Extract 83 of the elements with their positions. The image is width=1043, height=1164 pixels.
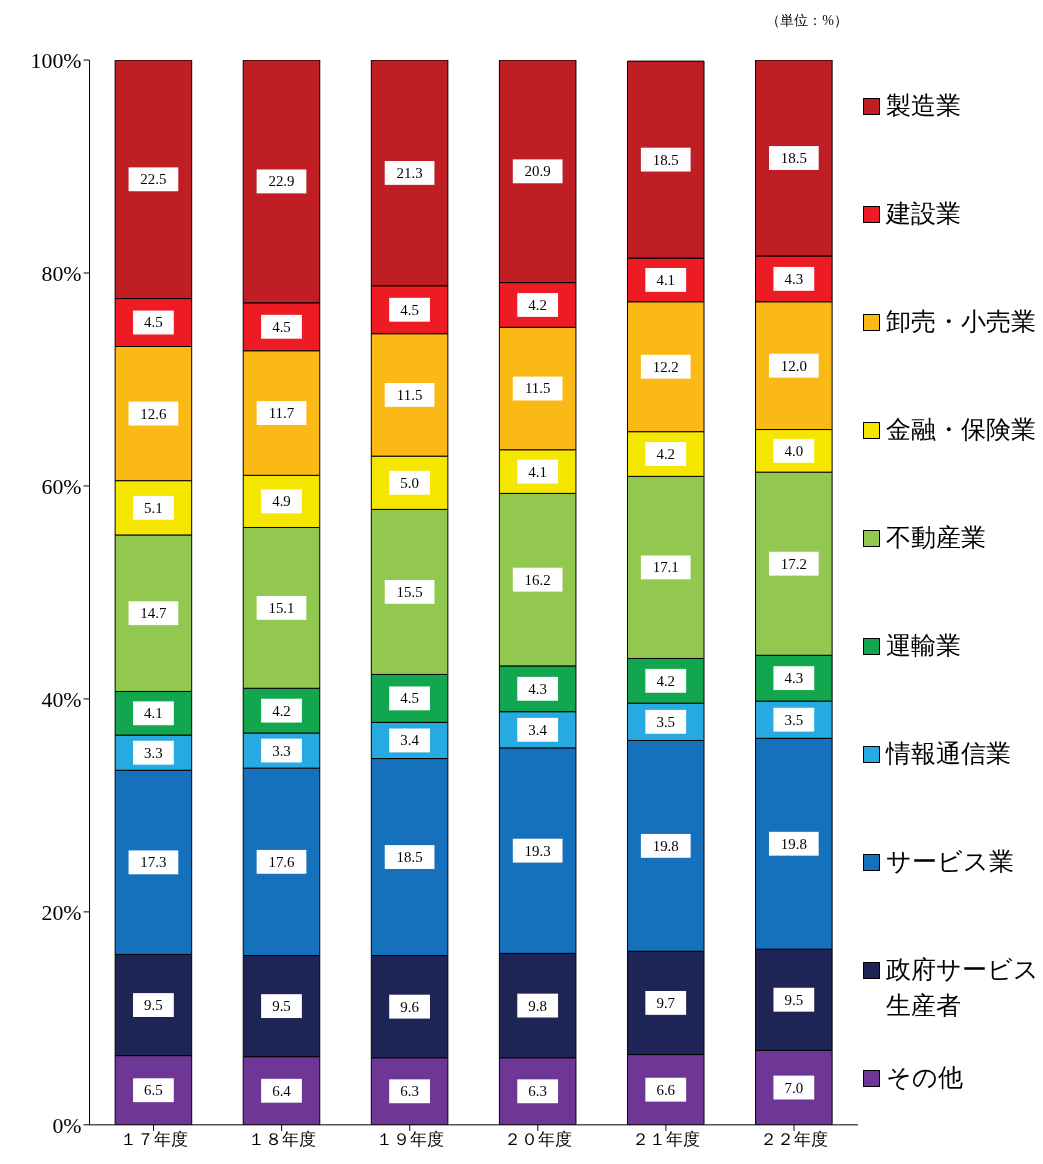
data-label: 9.5: [144, 997, 163, 1014]
text: （単位：%）: [766, 12, 848, 30]
y-tick-label: 0%: [52, 1113, 82, 1138]
data-label: 9.5: [272, 998, 291, 1015]
x-tick-label: ２０年度: [503, 1129, 572, 1149]
legend-label: 情報通信業: [886, 739, 1012, 769]
data-label: 19.8: [780, 835, 807, 852]
data-label: 11.5: [396, 386, 423, 403]
data-label: 11.5: [524, 380, 551, 397]
data-label: 21.3: [396, 164, 423, 181]
y-tick-label: 100%: [30, 48, 82, 73]
data-label: 12.0: [780, 357, 807, 374]
data-label: 11.7: [268, 405, 295, 421]
data-label: 14.7: [140, 605, 167, 622]
y-tick-label: 60%: [41, 474, 82, 499]
legend-label: 製造業: [886, 91, 962, 121]
data-label: 16.2: [524, 571, 551, 588]
data-label: 6.5: [144, 1082, 163, 1099]
data-label: 19.8: [652, 837, 679, 854]
data-label: 18.5: [652, 151, 679, 168]
legend-label: その他: [886, 1063, 964, 1093]
data-label: 9.7: [656, 994, 676, 1011]
data-label: 15.1: [268, 599, 295, 616]
data-label: 9.5: [784, 991, 804, 1008]
data-label: 17.2: [780, 555, 807, 572]
legend-label: サービス業: [886, 847, 1015, 877]
data-label: 5.1: [144, 499, 163, 516]
data-label: 20.9: [524, 163, 551, 180]
data-label: 6.3: [400, 1083, 419, 1100]
data-label: 4.3: [784, 670, 804, 687]
legend-label: 政府サービス生産者: [886, 955, 1040, 1021]
data-label: 18.5: [780, 149, 807, 166]
data-label: 3.4: [528, 721, 548, 738]
y-tick-label: 20%: [41, 900, 82, 925]
data-label: 17.3: [140, 854, 167, 871]
data-label: 22.9: [268, 173, 295, 190]
data-label: 4.5: [400, 690, 419, 707]
data-label: 4.2: [272, 702, 291, 719]
data-label: 4.5: [272, 318, 291, 335]
data-label: 3.5: [656, 713, 676, 730]
data-label: 4.5: [400, 301, 419, 318]
data-label: 4.9: [272, 493, 291, 510]
y-tick-label: 40%: [41, 687, 82, 712]
x-tick-label: １９年度: [375, 1129, 444, 1149]
data-label: 15.5: [396, 583, 423, 600]
data-label: 4.1: [656, 271, 676, 288]
data-label: 17.6: [268, 853, 296, 870]
data-label: 9.6: [400, 998, 420, 1015]
data-label: 9.8: [528, 997, 547, 1014]
data-label: 6.3: [528, 1083, 547, 1100]
data-label: 6.6: [656, 1081, 676, 1098]
data-label: 4.1: [144, 705, 163, 722]
data-label: 4.2: [656, 672, 676, 689]
legend-label: 建設業: [886, 199, 962, 229]
data-label: 22.5: [140, 171, 167, 188]
data-label: 3.5: [784, 711, 804, 728]
legend-label: 金融・保険業: [886, 415, 1037, 445]
data-label: 3.3: [144, 744, 163, 761]
data-label: 4.2: [528, 296, 547, 313]
data-label: 6.4: [272, 1082, 292, 1099]
data-label: 4.3: [528, 680, 547, 697]
x-tick-label: １８年度: [247, 1129, 316, 1149]
x-tick-label: ２１年度: [631, 1129, 700, 1149]
legend-label: 運輸業: [886, 631, 962, 661]
y-tick-label: 80%: [41, 261, 82, 286]
data-label: 4.3: [784, 270, 804, 287]
data-label: 4.0: [784, 442, 804, 459]
data-label: 19.3: [524, 842, 551, 859]
data-label: 4.1: [528, 463, 547, 480]
data-label: 4.5: [144, 314, 163, 331]
legend-label: 不動産業: [886, 523, 987, 553]
legend-label: 卸売・小売業: [886, 307, 1037, 337]
data-label: 3.4: [400, 732, 420, 749]
data-label: 12.6: [140, 405, 167, 422]
data-label: 17.1: [652, 559, 679, 576]
data-label: 18.5: [396, 849, 423, 866]
x-tick-label: ２２年度: [759, 1129, 828, 1149]
x-tick-label: １７年度: [119, 1129, 188, 1149]
data-label: 3.3: [272, 742, 291, 759]
data-label: 12.2: [652, 358, 679, 375]
data-label: 4.2: [656, 446, 676, 462]
data-label: 5.0: [400, 474, 419, 491]
data-label: 7.0: [784, 1079, 804, 1096]
